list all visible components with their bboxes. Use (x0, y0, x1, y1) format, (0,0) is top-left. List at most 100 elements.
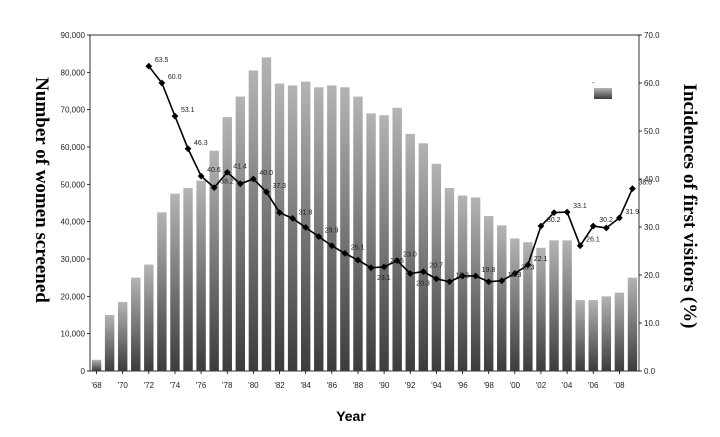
line-point-1973 (158, 79, 166, 87)
bar-1999 (497, 225, 507, 371)
bar-2007 (601, 296, 612, 371)
bar-1998 (483, 216, 494, 371)
line-point-1976 (197, 172, 205, 180)
y-axis-left-title: Number of women screened (31, 77, 52, 303)
bar-1976 (196, 180, 206, 371)
line-series: 63.5 60.0 53.1 46.3 40.6 38.2 41.4 40.0 37.3 31.8… (145, 57, 652, 288)
line-label-2009: 38.0 (638, 180, 652, 187)
line-point-2002 (537, 222, 545, 230)
x-tick-label: '02 (536, 381, 547, 390)
line-point-1983 (289, 214, 297, 222)
bar-1990 (379, 115, 389, 372)
bar-2009 (627, 277, 638, 371)
line-label-1992: 20.3 (416, 281, 430, 288)
x-tick-label: '70 (117, 381, 128, 390)
x-axis-ticks: '68 '70 '72 '74 '76 '78 '80 '82 '84 '86 '88 '90 '92 '… (91, 371, 625, 390)
line-label-1980: 40.0 (259, 170, 273, 177)
x-tick-label: '88 (353, 381, 364, 390)
y-right-tick-label: 30.0 (644, 223, 660, 232)
bar-1972 (144, 264, 154, 371)
bar-1975 (183, 188, 193, 371)
bar-2003 (549, 240, 559, 371)
line-point-1978 (223, 168, 231, 176)
y-left-tick-label: 70,000 (61, 106, 86, 115)
line-point-1995 (446, 278, 453, 286)
line-label-1975: 46.3 (194, 140, 208, 147)
x-tick-label: '68 (91, 381, 102, 390)
line-label-1993: 20.7 (429, 263, 443, 270)
x-tick-label: '96 (457, 381, 468, 390)
line-label-1972: 63.5 (155, 57, 169, 64)
y-left-tick-label: 10,000 (61, 330, 86, 339)
bar-1971 (131, 277, 141, 371)
line-point-1977 (210, 184, 218, 192)
x-tick-label: '94 (431, 381, 442, 390)
bar-1979 (235, 96, 246, 371)
bar-2006 (588, 300, 598, 371)
line-point-1996 (459, 272, 466, 280)
bar-1977 (209, 150, 219, 371)
legend-label: - (592, 78, 595, 87)
line-point-2005 (576, 242, 584, 250)
y-left-tick-label: 20,000 (61, 292, 86, 301)
y-left-tick-label: 80,000 (61, 68, 86, 77)
line-point-2004 (563, 208, 571, 216)
line-label-2004: 33.1 (573, 203, 587, 210)
x-tick-label: '76 (196, 381, 207, 390)
line-label-2006: 30.2 (599, 217, 613, 224)
x-tick-label: '04 (562, 381, 573, 390)
line-label-1995: 19.2 (455, 273, 469, 280)
line-point-1992 (406, 270, 414, 277)
legend: - (592, 78, 612, 99)
bar-1970 (117, 301, 128, 371)
x-tick-label: '72 (144, 381, 155, 390)
plot-frame (89, 34, 640, 372)
bar-1989 (366, 113, 376, 372)
bar-1974 (170, 193, 180, 371)
bar-1997 (470, 197, 481, 371)
y-right-tick-label: 0.0 (644, 367, 656, 376)
bar-1982 (274, 83, 285, 372)
x-axis-title: Year (336, 408, 366, 424)
x-tick-label: '98 (483, 381, 494, 390)
line-label-1973: 60.0 (168, 74, 182, 81)
bar-1983 (287, 85, 298, 372)
line-label-1981: 37.3 (272, 183, 286, 190)
x-tick-label: '08 (614, 381, 625, 390)
line-label-1997: 19.8 (482, 267, 496, 274)
line-label-1989: 23.1 (377, 275, 391, 282)
bar-1991 (392, 107, 402, 372)
line-label-2002: 30.2 (547, 217, 561, 224)
bar-1996 (457, 195, 468, 371)
bar-2001 (523, 242, 533, 371)
x-tick-label: '78 (222, 381, 233, 390)
x-tick-label: '00 (510, 381, 521, 390)
line-point-2003 (550, 209, 558, 216)
x-tick-label: '06 (588, 381, 599, 390)
line-point-1998 (485, 278, 493, 286)
line-label-1999: 18.3 (508, 272, 522, 279)
bar-1968 (91, 359, 102, 371)
line-point-1986 (328, 242, 336, 250)
line-label-1974: 53.1 (181, 107, 195, 114)
line-label-1978: 41.4 (233, 163, 247, 170)
line-point-1981 (263, 188, 270, 196)
y-right-tick-label: 40.0 (644, 175, 660, 184)
y-left-tick-label: 0 (81, 367, 86, 376)
line-point-2000 (511, 270, 519, 277)
line-point-1975 (184, 145, 192, 153)
line-point-1993 (419, 268, 427, 276)
line-point-1997 (472, 272, 480, 280)
line-label-1990: 21.5 (390, 258, 404, 265)
line-label-1985: 29.9 (325, 228, 339, 235)
x-tick-label: '90 (379, 381, 390, 390)
bar-1993 (418, 143, 429, 371)
right-axis-ticks: 0.0 10.0 20.0 30.0 40.0 50.0 60.0 70.0 (639, 31, 660, 376)
bar-1987 (340, 87, 350, 372)
line-point-2001 (524, 261, 532, 269)
line-point-2007 (602, 224, 610, 232)
x-tick-label: '80 (248, 381, 259, 390)
y-right-tick-label: 50.0 (644, 127, 660, 136)
bar-1986 (327, 85, 337, 372)
